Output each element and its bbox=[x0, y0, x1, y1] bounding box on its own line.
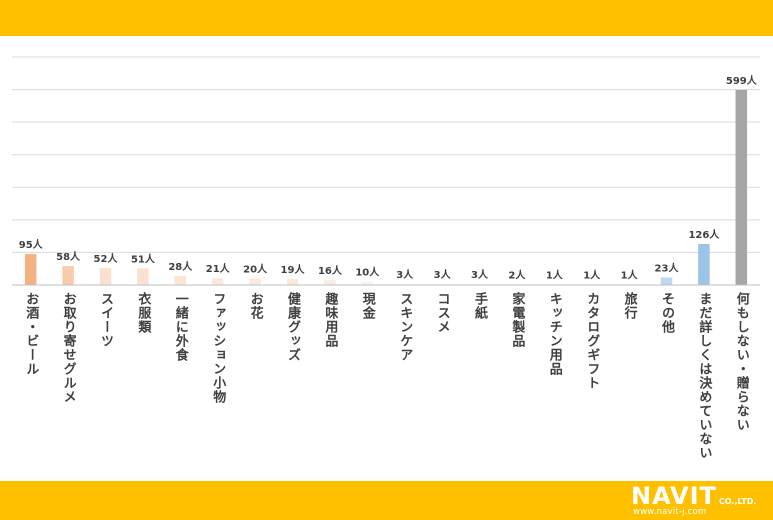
category-label: 衣服類 bbox=[135, 291, 152, 334]
value-label: 599人 bbox=[726, 74, 758, 87]
category-label: お花 bbox=[248, 292, 264, 320]
category-label: 一緒に外食 bbox=[173, 292, 190, 362]
bar bbox=[324, 279, 336, 285]
bar-chart: 95人 58人 52人 51人 28人 21人 20人 19人 16人 10人 3人 3人 3人 2人 1人… bbox=[12, 56, 760, 460]
category-label: 手紙 bbox=[472, 291, 488, 320]
bar bbox=[735, 89, 748, 285]
value-label: 2人 bbox=[508, 268, 526, 281]
logo-url: www.navit-j.com bbox=[633, 507, 707, 517]
value-label: 3人 bbox=[434, 268, 452, 281]
logo-suffix: CO.,LTD. bbox=[718, 497, 757, 506]
category-labels: お酒・ビール お取り寄せグルメ スイーツ 衣服類 一緒に外食 ファッション小物 お花 健康グッ… bbox=[23, 291, 749, 460]
bar bbox=[211, 278, 224, 285]
category-label: お酒・ビール bbox=[23, 292, 39, 376]
value-label: 10人 bbox=[355, 266, 380, 279]
navit-logo: NAVIT CO.,LTD. www.navit-j.com bbox=[631, 484, 759, 518]
value-label: 126人 bbox=[688, 228, 720, 241]
category-label: まだ詳しくは決めていない bbox=[696, 292, 712, 460]
value-label: 23人 bbox=[655, 262, 680, 275]
gridlines bbox=[12, 56, 760, 253]
bar bbox=[99, 268, 112, 285]
category-label: 何もしない・贈らない bbox=[734, 291, 750, 432]
category-label: お取り寄せグルメ bbox=[61, 292, 77, 404]
bar bbox=[361, 281, 374, 285]
top-banner bbox=[0, 0, 773, 36]
value-label: 58人 bbox=[56, 250, 81, 263]
value-label: 1人 bbox=[583, 268, 601, 281]
category-label: キッチン用品 bbox=[547, 292, 564, 376]
value-label: 28人 bbox=[168, 260, 193, 273]
value-label: 52人 bbox=[94, 252, 119, 265]
value-label: 20人 bbox=[243, 262, 268, 275]
value-labels: 95人 58人 52人 51人 28人 21人 20人 19人 16人 10人 3人 3人 3人 2人 1人… bbox=[19, 74, 758, 282]
bar bbox=[286, 278, 299, 285]
value-label: 1人 bbox=[546, 268, 564, 281]
value-label: 21人 bbox=[206, 262, 231, 275]
value-label: 19人 bbox=[281, 263, 306, 276]
value-label: 51人 bbox=[131, 252, 156, 265]
category-label: スキンケア bbox=[397, 292, 413, 362]
bar bbox=[249, 278, 261, 285]
value-label: 1人 bbox=[621, 268, 639, 281]
bar bbox=[660, 277, 673, 285]
category-label: コスメ bbox=[435, 292, 450, 334]
bar bbox=[137, 268, 149, 285]
bar bbox=[24, 254, 37, 285]
category-label: 現金 bbox=[360, 292, 377, 320]
category-label: その他 bbox=[659, 292, 676, 334]
logo-name: NAVIT bbox=[631, 482, 717, 510]
value-label: 95人 bbox=[19, 238, 44, 251]
category-label: スイーツ bbox=[98, 292, 114, 348]
category-label: 家電製品 bbox=[509, 291, 526, 348]
bar bbox=[698, 243, 710, 285]
footer-banner bbox=[0, 481, 773, 520]
value-label: 3人 bbox=[396, 268, 414, 281]
category-label: 旅行 bbox=[622, 291, 639, 320]
category-label: ファッション小物 bbox=[210, 292, 226, 404]
category-label: 健康グッズ bbox=[285, 291, 301, 362]
bar bbox=[174, 275, 187, 285]
category-label: カタログギフト bbox=[584, 292, 600, 390]
value-label: 3人 bbox=[471, 268, 489, 281]
value-label: 16人 bbox=[318, 264, 343, 277]
category-label: 趣味用品 bbox=[322, 291, 339, 348]
bar bbox=[62, 266, 74, 285]
